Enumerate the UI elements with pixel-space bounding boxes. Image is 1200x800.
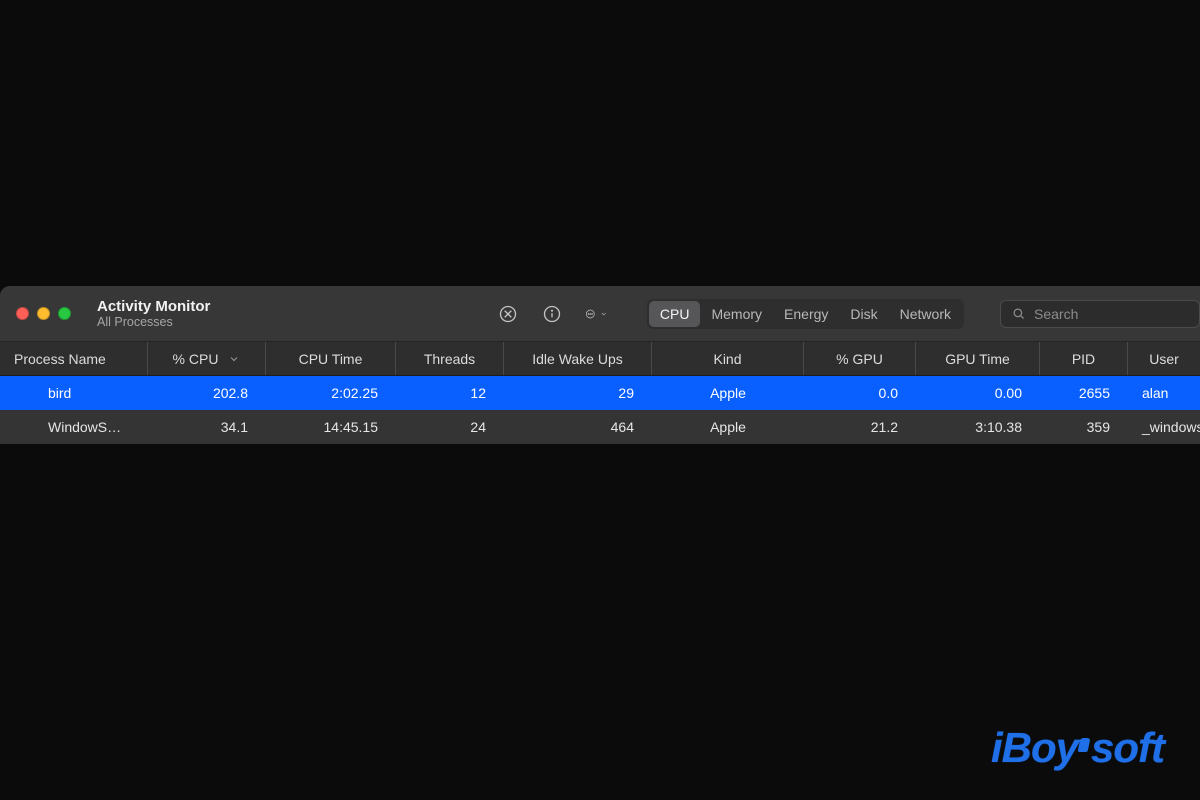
- search-icon: [1011, 306, 1026, 321]
- tab-energy[interactable]: Energy: [773, 301, 839, 327]
- stop-process-icon[interactable]: [497, 303, 519, 325]
- column-header-label: CPU Time: [299, 351, 363, 367]
- cell-process-name: WindowS…: [0, 419, 148, 435]
- column-header-label: % CPU: [173, 351, 219, 367]
- column-header-cpu-pct[interactable]: % CPU: [148, 342, 266, 375]
- tab-memory[interactable]: Memory: [700, 301, 773, 327]
- window-minimize-button[interactable]: [37, 307, 50, 320]
- column-header-label: Process Name: [14, 351, 106, 367]
- watermark-logo: iBoy soft: [991, 724, 1164, 772]
- search-field[interactable]: [1000, 300, 1200, 328]
- tab-disk[interactable]: Disk: [839, 301, 888, 327]
- cell-gpu-pct: 0.0: [804, 385, 916, 401]
- column-header-idle-wake-ups[interactable]: Idle Wake Ups: [504, 342, 652, 375]
- column-header-label: GPU Time: [945, 351, 1010, 367]
- search-input[interactable]: [1034, 306, 1184, 322]
- column-header-label: Kind: [713, 351, 741, 367]
- column-header-cpu-time[interactable]: CPU Time: [266, 342, 396, 375]
- watermark-text-right: soft: [1091, 724, 1164, 772]
- window-zoom-button[interactable]: [58, 307, 71, 320]
- column-header-label: Threads: [424, 351, 475, 367]
- watermark-text-left: iBoy: [991, 724, 1078, 772]
- cell-cpu-pct: 34.1: [148, 419, 266, 435]
- column-header-process-name[interactable]: Process Name: [0, 342, 148, 375]
- window-title-stack: Activity Monitor All Processes: [97, 298, 210, 330]
- cell-process-name: bird: [0, 385, 148, 401]
- window-traffic-lights: [16, 307, 71, 320]
- column-header-user[interactable]: User: [1128, 342, 1200, 375]
- chevron-down-icon: [600, 307, 607, 321]
- watermark-dot-icon: [1078, 738, 1091, 752]
- column-header-label: User: [1149, 351, 1179, 367]
- cell-idle-wake-ups: 29: [504, 385, 652, 401]
- cell-idle-wake-ups: 464: [504, 419, 652, 435]
- cell-threads: 12: [396, 385, 504, 401]
- cell-gpu-pct: 21.2: [804, 419, 916, 435]
- column-header-label: % GPU: [836, 351, 883, 367]
- table-body: bird 202.8 2:02.25 12 29 Apple 0.0 0.00 …: [0, 376, 1200, 444]
- column-header-gpu-time[interactable]: GPU Time: [916, 342, 1040, 375]
- cell-pid: 359: [1040, 419, 1128, 435]
- window-titlebar: Activity Monitor All Processes: [0, 286, 1200, 342]
- tab-network[interactable]: Network: [889, 301, 962, 327]
- activity-monitor-window: Activity Monitor All Processes: [0, 286, 1200, 444]
- column-header-kind[interactable]: Kind: [652, 342, 804, 375]
- info-icon[interactable]: [541, 303, 563, 325]
- cell-kind: Apple: [652, 419, 804, 435]
- column-header-pid[interactable]: PID: [1040, 342, 1128, 375]
- column-header-gpu-pct[interactable]: % GPU: [804, 342, 916, 375]
- table-header-row: Process Name % CPU CPU Time Threads Idle…: [0, 342, 1200, 376]
- table-row[interactable]: bird 202.8 2:02.25 12 29 Apple 0.0 0.00 …: [0, 376, 1200, 410]
- cell-cpu-pct: 202.8: [148, 385, 266, 401]
- table-row[interactable]: WindowS… 34.1 14:45.15 24 464 Apple 21.2…: [0, 410, 1200, 444]
- column-header-threads[interactable]: Threads: [396, 342, 504, 375]
- sort-descending-icon: [228, 353, 240, 365]
- cell-cpu-time: 2:02.25: [266, 385, 396, 401]
- resource-tabs: CPU Memory Energy Disk Network: [647, 299, 964, 329]
- cell-pid: 2655: [1040, 385, 1128, 401]
- toolbar-icon-group: [497, 303, 607, 325]
- cell-gpu-time: 3:10.38: [916, 419, 1040, 435]
- window-subtitle: All Processes: [97, 315, 210, 329]
- tab-cpu[interactable]: CPU: [649, 301, 701, 327]
- cell-user: alan: [1128, 385, 1200, 401]
- cell-cpu-time: 14:45.15: [266, 419, 396, 435]
- window-close-button[interactable]: [16, 307, 29, 320]
- column-header-label: PID: [1072, 351, 1095, 367]
- cell-user: _windowse: [1128, 419, 1200, 435]
- column-header-label: Idle Wake Ups: [532, 351, 623, 367]
- more-options-menu[interactable]: [585, 303, 607, 325]
- window-title: Activity Monitor: [97, 298, 210, 315]
- cell-threads: 24: [396, 419, 504, 435]
- cell-kind: Apple: [652, 385, 804, 401]
- cell-gpu-time: 0.00: [916, 385, 1040, 401]
